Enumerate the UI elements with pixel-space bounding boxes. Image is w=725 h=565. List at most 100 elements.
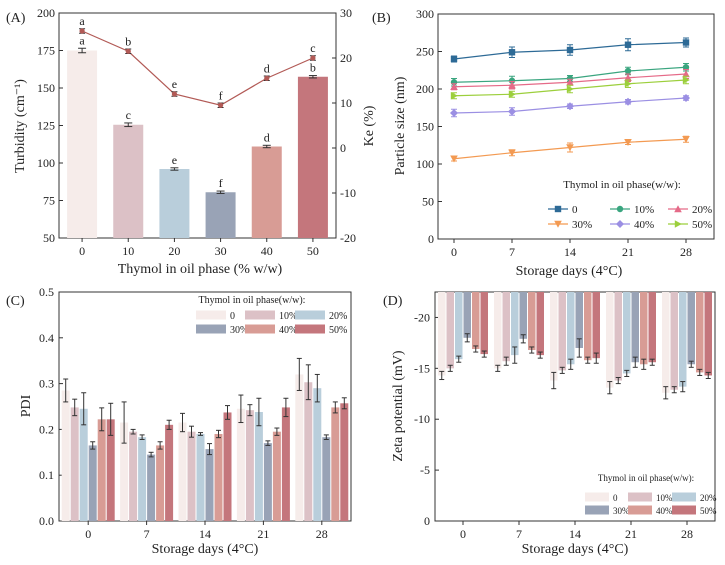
panel-b-xlabel: Storage days (4°C) — [516, 264, 623, 279]
panel-c-legend-title: Thymol in oil phase(w/w): — [199, 295, 306, 306]
bar — [679, 292, 687, 387]
data-point — [566, 102, 574, 111]
panel-d-xlabel: Storage days (4°C) — [522, 542, 629, 557]
panel-a-label: (A) — [6, 11, 26, 26]
x-tick-label: 28 — [680, 245, 692, 259]
panel-b-y-axis: 0 50 100 150 200 250 300 — [416, 7, 442, 246]
ke-letter: b — [125, 34, 131, 48]
x-tick-label: 0 — [460, 527, 466, 541]
y2-tick-label: 30 — [340, 6, 352, 20]
legend-swatch — [295, 310, 325, 320]
bar — [313, 388, 322, 521]
y-tick-label: 0.5 — [39, 285, 54, 299]
legend-label: 20% — [329, 311, 347, 322]
ke-point — [310, 55, 316, 61]
bar — [120, 422, 129, 521]
x-tick-label: 21 — [625, 527, 637, 541]
legend-label: 0 — [230, 311, 235, 322]
x-tick-label: 14 — [564, 245, 576, 259]
bar — [281, 407, 290, 521]
legend-label: 50% — [700, 506, 717, 516]
bar — [575, 292, 583, 348]
bar-turbidity — [113, 124, 144, 238]
bar — [263, 443, 272, 521]
bar-letter: b — [310, 61, 316, 75]
y-tick-label: 75 — [43, 194, 55, 208]
data-point — [566, 46, 574, 54]
bar — [61, 390, 70, 521]
legend-label: 0 — [572, 204, 578, 216]
panel-a-ke-line: a b e f d c — [79, 14, 316, 108]
bar-letter: a — [79, 33, 85, 47]
x-tick-label: 20 — [168, 244, 180, 258]
bar — [446, 292, 454, 369]
legend-label: 30% — [613, 506, 630, 516]
bar — [138, 437, 147, 521]
bar — [472, 292, 480, 349]
data-point — [682, 94, 690, 102]
bar — [640, 292, 648, 365]
panel-b-ylabel: Particle size (nm) — [393, 76, 408, 175]
panel-c: (C) 0.0 0.1 0.2 0.3 0.4 0.5 0 7 14 21 28 Thymol i… — [6, 285, 352, 557]
x-tick-label: 28 — [681, 527, 693, 541]
bar-letter: c — [126, 108, 131, 122]
ke-point — [125, 48, 131, 54]
panel-a-bars: a c e f d b — [67, 33, 328, 238]
bar — [331, 407, 340, 521]
ke-point — [79, 28, 85, 34]
bar-letter: e — [172, 153, 177, 167]
bar — [550, 292, 558, 381]
legend-marker — [616, 205, 624, 213]
data-point — [450, 91, 458, 100]
y2-tick-label: -10 — [340, 186, 356, 200]
y-tick-label: 50 — [43, 231, 55, 245]
panel-c-x-axis: 0 7 14 21 28 — [85, 521, 328, 541]
y-tick-label: -10 — [414, 412, 430, 426]
x-tick-label: 21 — [257, 527, 269, 541]
y-tick-label: 0 — [424, 514, 430, 528]
legend-marker — [674, 220, 682, 228]
panel-a-y2-axis: -20 -10 0 10 20 30 — [332, 6, 356, 245]
bar — [304, 382, 313, 521]
ke-letter: e — [172, 77, 177, 91]
bar — [178, 422, 187, 521]
data-point — [450, 155, 458, 163]
y-tick-label: 100 — [37, 156, 55, 170]
bar — [592, 292, 600, 359]
bar — [79, 408, 88, 521]
x-tick-label: 0 — [451, 245, 457, 259]
legend-swatch — [196, 324, 226, 334]
bar — [662, 292, 670, 393]
legend-label: 10% — [634, 204, 654, 216]
legend-label: 30% — [230, 325, 248, 336]
x-tick-label: 0 — [79, 244, 85, 258]
data-point — [624, 73, 632, 81]
legend-swatch — [672, 505, 696, 515]
panel-a-x-axis: 0 10 20 30 40 50 — [79, 238, 319, 258]
bar — [223, 412, 232, 521]
panel-d: (D) 0 -5 -10 -15 -20 0 7 14 21 28 Thymol in oil … — [383, 291, 717, 557]
panel-d-x-axis: 0 7 14 21 28 — [460, 521, 693, 541]
x-tick-label: 7 — [144, 527, 150, 541]
bar-turbidity — [67, 50, 98, 238]
panel-a-xlabel: Thymol in oil phase (% w/w) — [118, 262, 283, 277]
bar — [340, 403, 349, 521]
bar — [236, 408, 245, 521]
panel-b: (B) 0 50 100 150 200 250 300 0 7 14 21 28 Thymol i… — [372, 7, 715, 279]
bar-turbidity — [251, 146, 282, 238]
legend-swatch — [628, 505, 652, 515]
panel-b-x-axis: 0 7 14 21 28 — [451, 239, 692, 259]
data-point — [624, 139, 632, 147]
data-point — [566, 85, 574, 93]
data-point — [566, 78, 574, 86]
y-tick-label: 0.3 — [39, 377, 54, 391]
bar — [696, 292, 704, 373]
bar — [165, 424, 174, 521]
x-tick-label: 30 — [215, 244, 227, 258]
y2-tick-label: -20 — [340, 231, 356, 245]
data-point — [566, 144, 574, 152]
data-point — [624, 97, 632, 106]
legend-label: 20% — [692, 204, 712, 216]
x-tick-label: 14 — [569, 527, 581, 541]
